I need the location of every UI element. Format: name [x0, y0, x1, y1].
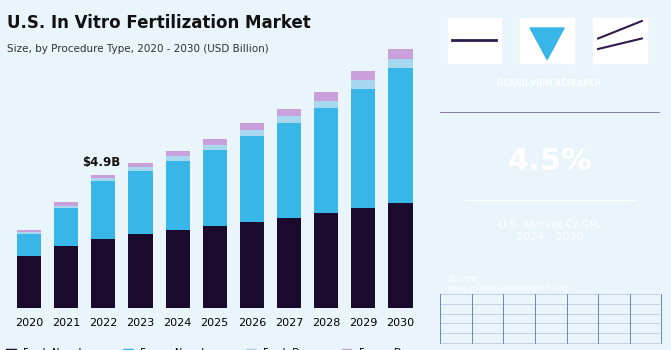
Bar [277, 109, 301, 116]
Bar [128, 167, 152, 171]
Bar [17, 232, 41, 234]
Legend: Fresh Non-donor, Frozen Non-donor, Fresh Donor, Frozen Donor: Fresh Non-donor, Frozen Non-donor, Fresh… [6, 348, 423, 350]
Bar [351, 89, 375, 208]
Bar [314, 108, 338, 213]
Bar [128, 234, 152, 308]
Bar [389, 203, 413, 308]
Bar [314, 92, 338, 101]
Text: Source:
www.grandviewresearch.com: Source: www.grandviewresearch.com [448, 274, 572, 293]
Bar [54, 246, 79, 308]
Bar [166, 230, 190, 308]
Text: 4.5%: 4.5% [507, 147, 592, 175]
Bar [91, 175, 115, 178]
Bar [17, 230, 41, 232]
Bar [166, 151, 190, 156]
Bar [448, 18, 501, 63]
Bar [240, 130, 264, 136]
Bar [91, 181, 115, 239]
Bar [389, 49, 413, 60]
Bar [17, 234, 41, 256]
Text: U.S. In Vitro Fertilization Market: U.S. In Vitro Fertilization Market [7, 14, 311, 32]
Text: Size, by Procedure Type, 2020 - 2030 (USD Billion): Size, by Procedure Type, 2020 - 2030 (US… [7, 44, 268, 54]
Bar [277, 116, 301, 123]
Bar [203, 145, 227, 150]
Bar [593, 18, 647, 63]
Bar [203, 150, 227, 226]
Bar [240, 136, 264, 222]
Bar [54, 202, 79, 206]
Bar [54, 208, 79, 246]
Bar [351, 80, 375, 89]
Bar [166, 161, 190, 230]
Text: GRAND VIEW RESEARCH: GRAND VIEW RESEARCH [497, 79, 602, 89]
Bar [389, 68, 413, 203]
Bar [351, 71, 375, 81]
Bar [54, 206, 79, 208]
Bar [277, 123, 301, 217]
Bar [91, 178, 115, 181]
Bar [314, 101, 338, 108]
Bar [351, 208, 375, 308]
Bar [203, 139, 227, 145]
Bar [128, 163, 152, 167]
Bar [314, 213, 338, 308]
Bar [128, 171, 152, 234]
Bar [203, 226, 227, 308]
Bar [277, 217, 301, 308]
Bar [521, 18, 574, 63]
Text: $4.9B: $4.9B [83, 156, 121, 169]
Bar [91, 239, 115, 308]
Bar [240, 222, 264, 308]
Bar [166, 156, 190, 161]
Bar [240, 123, 264, 130]
Polygon shape [530, 28, 564, 60]
Bar [17, 256, 41, 308]
Text: U.S. Market CAGR,
2024 - 2030: U.S. Market CAGR, 2024 - 2030 [498, 220, 601, 242]
Bar [389, 60, 413, 68]
